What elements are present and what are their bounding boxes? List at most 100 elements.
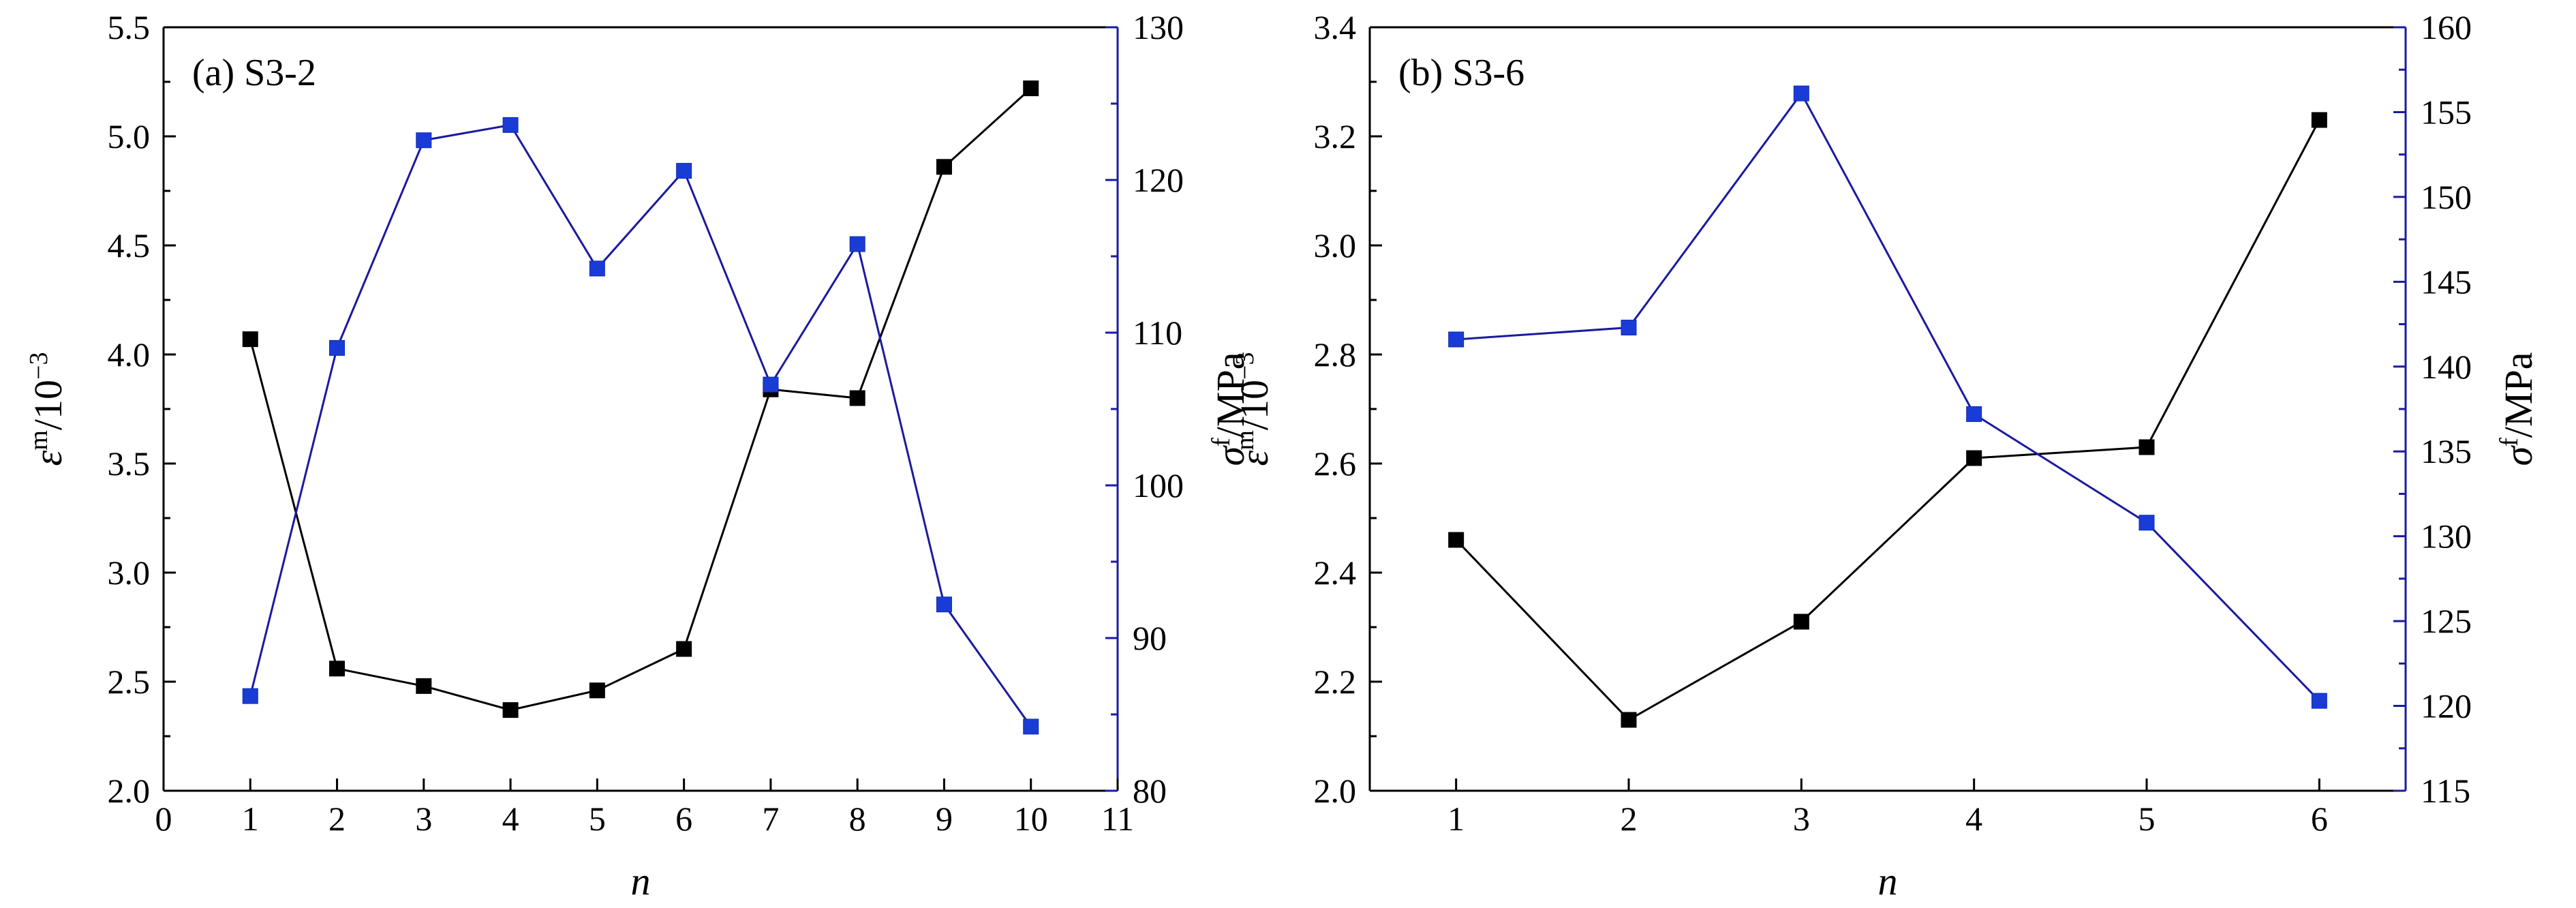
left-y-axis-label: εm/10−3 xyxy=(25,352,70,466)
x-tick-label: 6 xyxy=(2311,800,2328,838)
stress-point-n3 xyxy=(1793,85,1809,102)
stress-point-n1 xyxy=(242,688,258,704)
left-y-label-unit: /10 xyxy=(26,380,70,430)
left-y-label-symbol: ε xyxy=(26,450,70,466)
left-y-label-symbol: ε xyxy=(1232,450,1276,466)
x-tick-label: 6 xyxy=(675,800,692,838)
right-y-tick-label: 155 xyxy=(2421,93,2472,131)
strain-point-n2 xyxy=(1621,712,1637,728)
stress-point-n2 xyxy=(1621,320,1637,336)
stress-point-n4 xyxy=(1966,406,1982,422)
panel-label: (a) S3-2 xyxy=(192,52,316,94)
right-y-axis-label: σf/MPa xyxy=(2495,352,2541,466)
right-y-tick-label: 110 xyxy=(1133,314,1182,352)
right-y-label-superscript: f xyxy=(1207,438,1236,447)
x-tick-label: 4 xyxy=(502,800,519,838)
x-tick-label: 2 xyxy=(1621,800,1638,838)
right-y-tick-label: 115 xyxy=(2421,772,2470,810)
stress-series-line xyxy=(249,123,1032,727)
x-axis-label: n xyxy=(1878,859,1898,903)
panel-label: (b) S3-6 xyxy=(1398,52,1524,94)
strain-series-line xyxy=(249,87,1032,712)
x-tick-label: 0 xyxy=(155,800,172,838)
left-y-tick-label: 3.0 xyxy=(1314,226,1357,264)
x-tick-label: 3 xyxy=(1793,800,1810,838)
left-y-tick-label: 2.8 xyxy=(1314,335,1357,374)
x-tick-label: 4 xyxy=(1965,800,1982,838)
strain-point-n9 xyxy=(936,159,952,175)
right-y-label-symbol: σ xyxy=(2496,444,2541,466)
left-y-tick-label: 4.5 xyxy=(108,226,151,264)
x-tick-label: 3 xyxy=(415,800,432,838)
strain-point-n2 xyxy=(329,661,346,677)
x-tick-label: 5 xyxy=(2138,800,2156,838)
stress-point-n6 xyxy=(676,163,692,179)
stress-point-n7 xyxy=(763,376,779,393)
left-y-tick-label: 2.0 xyxy=(1314,772,1357,810)
strain-point-n10 xyxy=(1023,80,1039,97)
left-y-tick-label: 2.4 xyxy=(1314,554,1357,592)
x-tick-label: 7 xyxy=(762,800,779,838)
left-y-axis-label: εm/10−3 xyxy=(1231,352,1276,466)
left-y-tick-label: 2.2 xyxy=(1314,663,1357,701)
strain-point-n6 xyxy=(2311,112,2327,128)
right-y-label-superscript: f xyxy=(2495,438,2524,447)
left-y-label-superscript: m xyxy=(25,430,53,451)
right-y-tick-label: 120 xyxy=(1133,161,1184,199)
strain-point-n6 xyxy=(676,641,692,657)
left-y-tick-label: 2.6 xyxy=(1314,444,1357,483)
stress-series-line xyxy=(1456,91,2320,702)
right-y-tick-label: 100 xyxy=(1133,466,1184,504)
strain-point-n8 xyxy=(849,390,865,406)
strain-point-n4 xyxy=(1966,450,1982,466)
x-axis-label: n xyxy=(631,859,651,903)
stress-point-n5 xyxy=(2138,515,2155,531)
right-y-tick-label: 125 xyxy=(2421,602,2472,640)
right-y-tick-label: 135 xyxy=(2421,432,2472,470)
stress-point-n3 xyxy=(416,132,432,149)
strain-point-n1 xyxy=(1448,532,1465,548)
stress-point-n2 xyxy=(329,339,346,356)
stress-point-n5 xyxy=(589,260,605,277)
x-tick-label: 2 xyxy=(328,800,346,838)
stress-point-n4 xyxy=(502,117,519,133)
strain-point-n3 xyxy=(416,678,432,694)
strain-point-n5 xyxy=(2138,439,2155,455)
x-tick-label: 1 xyxy=(242,800,259,838)
left-y-tick-label: 4.0 xyxy=(108,335,151,374)
right-y-tick-label: 80 xyxy=(1133,772,1167,810)
strain-point-n5 xyxy=(589,682,605,699)
right-y-label-unit: /MPa xyxy=(2496,352,2541,438)
stress-point-n1 xyxy=(1448,331,1465,348)
x-tick-label: 11 xyxy=(1101,800,1134,838)
right-y-tick-label: 145 xyxy=(2421,262,2472,301)
right-y-tick-label: 130 xyxy=(2421,517,2472,556)
strain-point-n3 xyxy=(1793,614,1809,630)
right-y-label-symbol: σ xyxy=(1208,444,1253,466)
left-y-tick-label: 2.0 xyxy=(108,772,151,810)
left-y-label-superscript: m xyxy=(1231,430,1259,451)
chart-panel-b: 1 2 3 4 5 6 2.0 2.2 2.4 2.6 2.8 3.0 3.2 3.4 115 120 125 1… xyxy=(1231,8,2541,903)
left-y-tick-label: 5.0 xyxy=(108,117,151,155)
right-y-tick-label: 160 xyxy=(2421,8,2472,46)
strain-point-n4 xyxy=(502,702,519,718)
stress-point-n8 xyxy=(849,236,865,252)
left-y-label-unit: /10 xyxy=(1232,380,1276,430)
left-y-tick-label: 3.0 xyxy=(108,554,151,592)
left-y-tick-label: 3.2 xyxy=(1314,117,1357,155)
left-y-tick-label: 3.5 xyxy=(108,444,151,483)
left-y-label-unit-superscript: −3 xyxy=(25,352,53,380)
right-y-tick-label: 120 xyxy=(2421,687,2472,725)
right-y-tick-label: 140 xyxy=(2421,348,2472,386)
strain-series-line xyxy=(1455,119,2320,721)
left-y-tick-label: 2.5 xyxy=(108,663,151,701)
right-y-tick-label: 90 xyxy=(1133,619,1167,657)
strain-point-n1 xyxy=(242,331,258,348)
left-y-tick-label: 5.5 xyxy=(108,8,151,46)
left-y-label-unit-superscript: −3 xyxy=(1231,352,1259,380)
x-tick-label: 9 xyxy=(936,800,953,838)
stress-point-n10 xyxy=(1023,718,1039,735)
stress-point-n6 xyxy=(2311,693,2327,709)
right-y-tick-label: 130 xyxy=(1133,8,1184,46)
